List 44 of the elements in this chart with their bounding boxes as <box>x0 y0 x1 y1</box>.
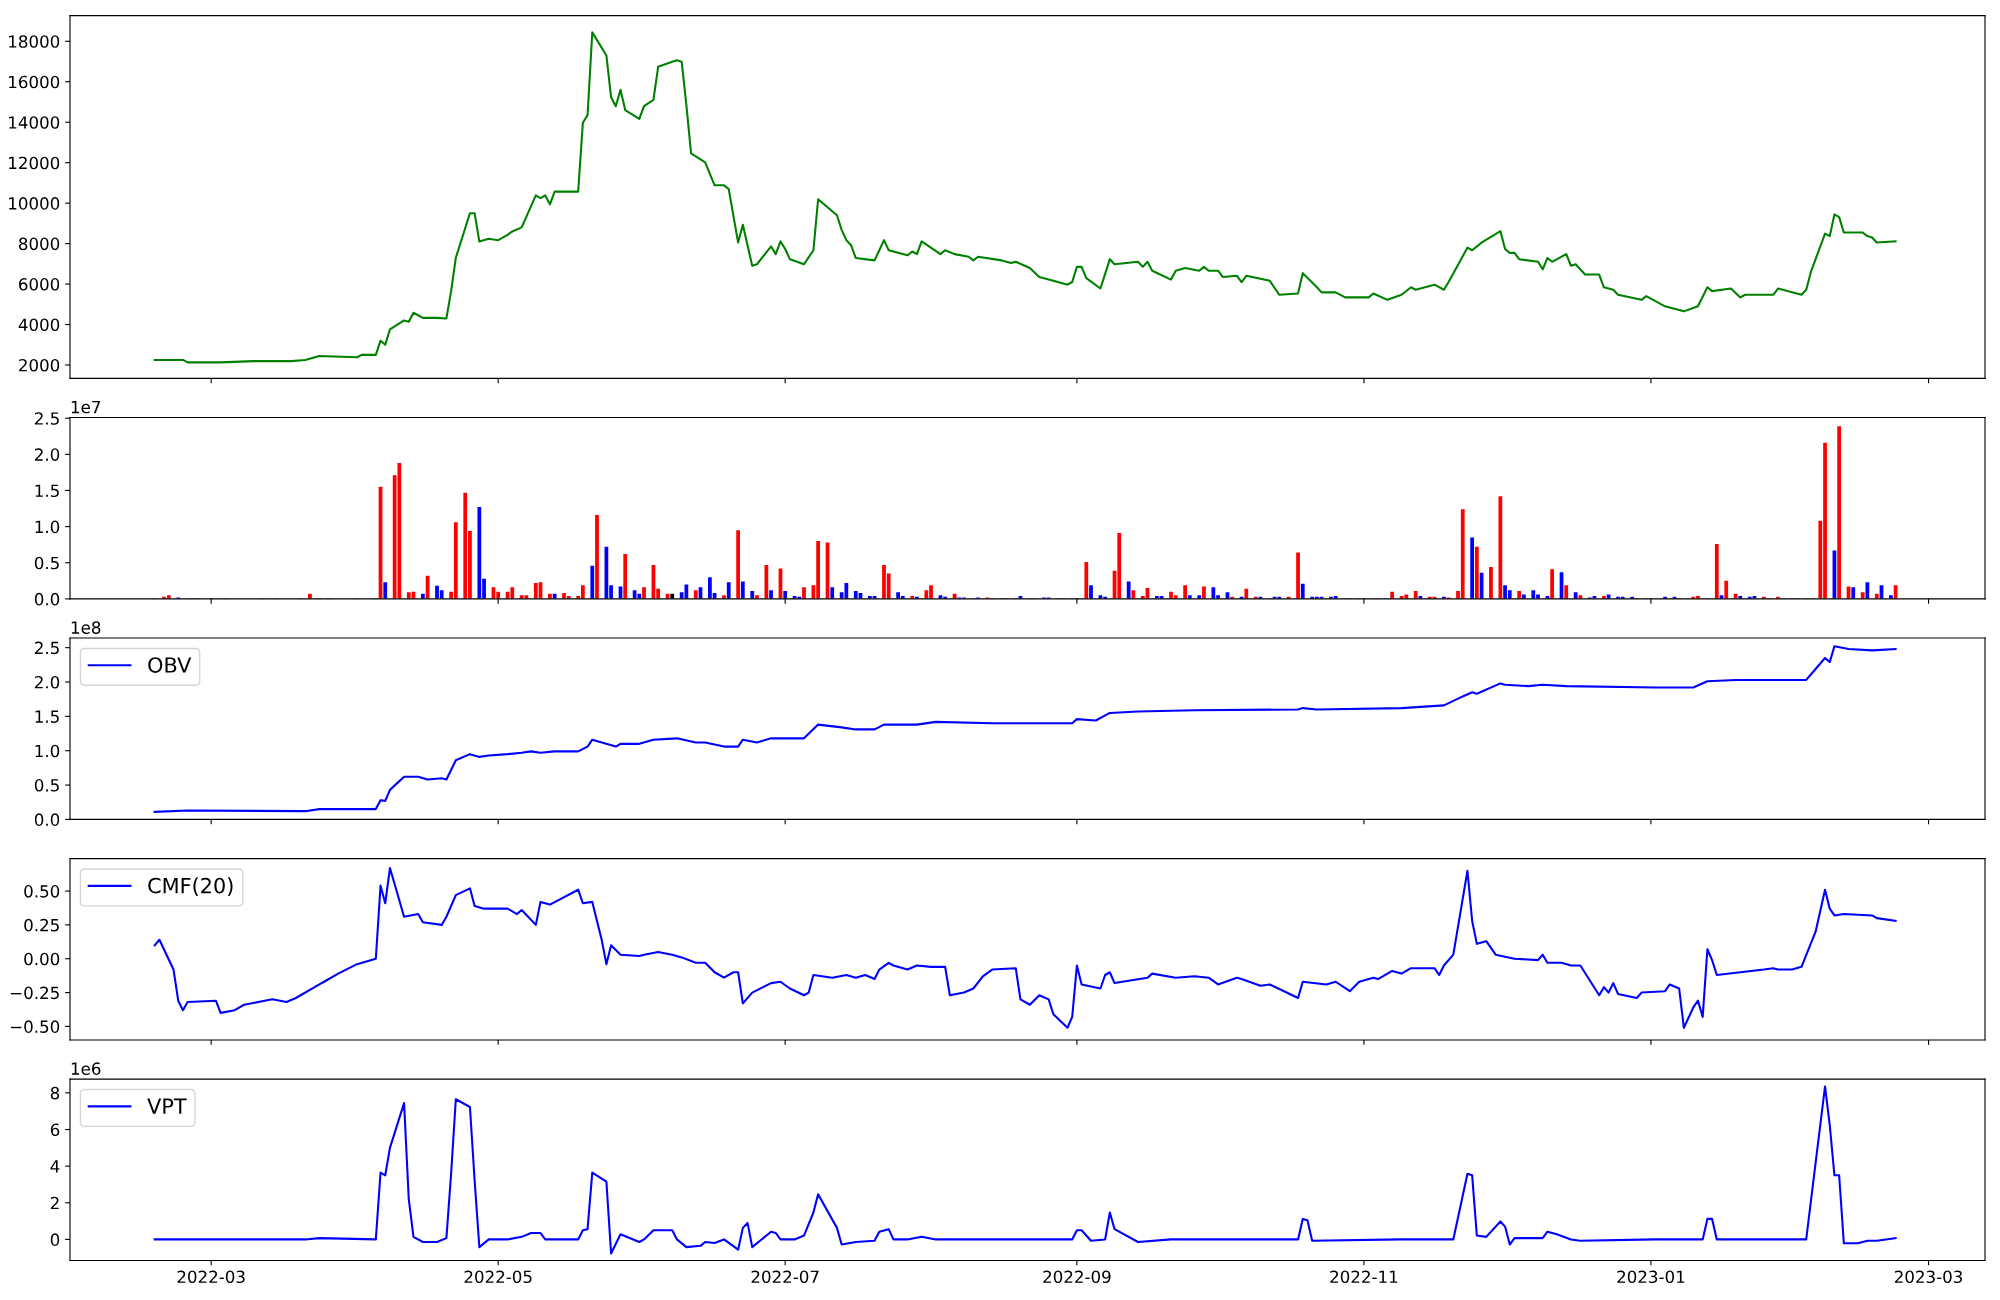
y-tick-label: 0.5 <box>34 779 59 792</box>
y-tick-label: 2.5 <box>34 641 59 655</box>
y-tick-label: 2 <box>50 1196 59 1210</box>
y-tick-label: 2.0 <box>34 448 60 461</box>
x-tick-label: 2022-03 <box>177 1270 245 1284</box>
y-tick-label: 0.5 <box>34 556 59 570</box>
y-tick-label: −0.50 <box>10 1020 60 1033</box>
text: 1e6 <box>71 1062 101 1075</box>
y-tick-label: 4000 <box>18 318 60 332</box>
y-tick-label: 0.0 <box>34 813 60 826</box>
y-tick-label: 4 <box>50 1160 60 1173</box>
y-tick-label: 8000 <box>18 237 60 251</box>
x-tick-label: 2022-07 <box>751 1270 819 1284</box>
y-tick-label: 1.0 <box>35 744 60 758</box>
y-tick-label: 1.5 <box>35 484 59 498</box>
text: 1e8 <box>71 621 101 634</box>
y-tick-label: 10000 <box>9 197 60 210</box>
y-tick-label: 6 <box>50 1123 60 1137</box>
y-tick-label: 0.25 <box>24 918 59 932</box>
y-tick-label: 6000 <box>19 278 60 291</box>
y-tick-label: 0.50 <box>24 885 60 898</box>
y-tick-label: 16000 <box>9 75 60 89</box>
x-tick-label: 2022-05 <box>464 1270 532 1284</box>
y-tick-label: 2.0 <box>34 675 60 689</box>
x-tick-label: 2022-11 <box>1330 1270 1398 1284</box>
legend-label: OBV <box>148 657 192 673</box>
y-tick-label: 2.5 <box>34 412 59 425</box>
y-tick-label: 12000 <box>9 156 60 170</box>
legend-label: VPT <box>147 1098 187 1114</box>
y-tick-label: 0.00 <box>24 952 60 966</box>
y-tick-label: 14000 <box>9 116 60 129</box>
y-tick-label: 1.5 <box>35 710 59 723</box>
y-tick-label: −0.25 <box>10 986 59 1000</box>
legend-label: CMF(20) <box>148 877 233 896</box>
x-tick-label: 2023-03 <box>1894 1270 1963 1284</box>
y-tick-label: 1.0 <box>35 520 60 534</box>
y-tick-label: 2000 <box>19 358 60 372</box>
y-tick-label: 0 <box>50 1233 60 1246</box>
x-tick-label: 2023-01 <box>1617 1270 1685 1284</box>
y-tick-label: 8 <box>50 1086 60 1100</box>
text: 1e7 <box>71 400 101 414</box>
y-tick-label: 0.0 <box>34 592 60 606</box>
x-tick-label: 2022-09 <box>1043 1270 1111 1284</box>
y-tick-label: 18000 <box>9 35 60 48</box>
